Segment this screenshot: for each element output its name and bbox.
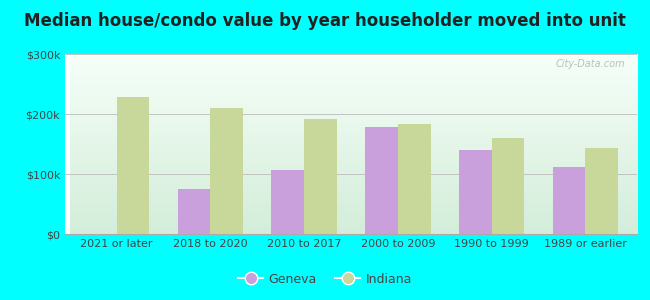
Bar <box>116 97 150 234</box>
Legend: Geneva, Indiana: Geneva, Indiana <box>233 268 417 291</box>
Bar <box>211 108 243 234</box>
Bar <box>365 127 398 234</box>
Text: Median house/condo value by year householder moved into unit: Median house/condo value by year househo… <box>24 12 626 30</box>
Bar <box>398 124 431 234</box>
Bar <box>552 167 586 234</box>
Bar <box>271 170 304 234</box>
Text: City-Data.com: City-Data.com <box>556 59 625 69</box>
Bar <box>304 119 337 234</box>
Bar <box>586 148 618 234</box>
Bar <box>491 138 525 234</box>
Bar <box>177 189 211 234</box>
Bar <box>459 150 491 234</box>
